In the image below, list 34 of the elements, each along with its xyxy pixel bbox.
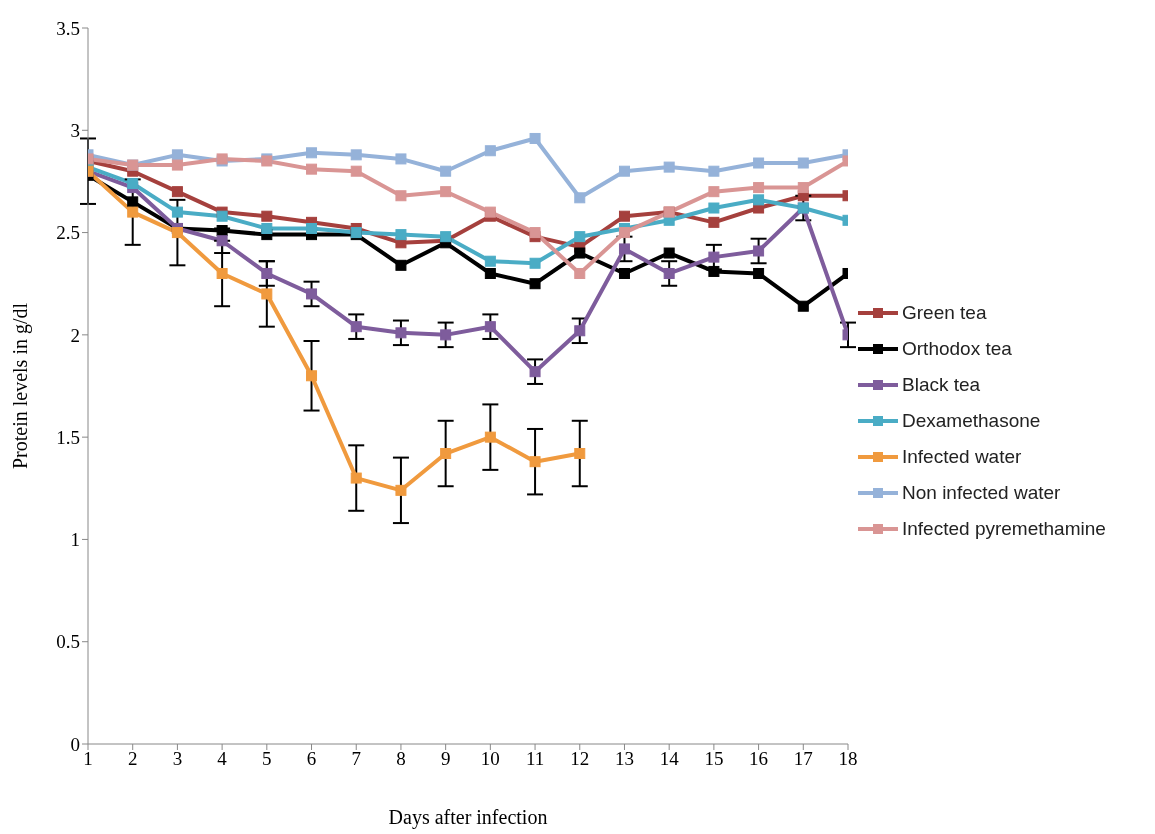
- x-tick-label: 4: [217, 748, 228, 770]
- x-axis-title: Days after infection: [388, 806, 548, 829]
- y-axis-title: Protein levels in g/dl: [9, 302, 33, 470]
- y-tick-label: 2: [70, 324, 80, 346]
- y-tick-label: 3.5: [56, 17, 80, 39]
- x-tick-label: 12: [570, 748, 590, 770]
- x-tick-label: 14: [659, 748, 680, 770]
- legend-label: Infected water: [902, 446, 1022, 468]
- x-tick-label: 3: [172, 748, 183, 770]
- y-tick-label: 1.5: [56, 426, 80, 448]
- y-tick-label: 0: [70, 733, 80, 755]
- x-tick-label: 2: [127, 748, 138, 770]
- legend-label: Dexamethasone: [902, 410, 1041, 432]
- y-tick-label: 2.5: [56, 222, 80, 244]
- x-tick-label: 16: [749, 748, 769, 770]
- legend-label: Non infected water: [902, 482, 1061, 504]
- x-tick-label: 15: [704, 748, 724, 770]
- legend-label: Orthodox tea: [902, 338, 1012, 360]
- x-tick-label: 11: [525, 748, 545, 770]
- y-tick-label: 3: [70, 120, 80, 142]
- legend-label: Infected pyremethamine: [902, 518, 1106, 540]
- x-tick-label: 5: [262, 748, 272, 770]
- x-tick-label: 10: [480, 748, 500, 770]
- legend-label: Green tea: [902, 302, 987, 324]
- x-tick-label: 6: [306, 748, 317, 770]
- y-tick-label: 0.5: [56, 631, 80, 653]
- legend-label: Black tea: [902, 374, 981, 396]
- x-tick-label: 7: [351, 748, 361, 770]
- x-tick-label: 17: [793, 748, 813, 770]
- y-tick-label: 1: [70, 529, 80, 551]
- x-tick-label: 13: [614, 748, 634, 770]
- x-tick-label: 18: [838, 748, 858, 770]
- x-tick-label: 8: [396, 748, 406, 770]
- x-tick-label: 9: [440, 748, 451, 770]
